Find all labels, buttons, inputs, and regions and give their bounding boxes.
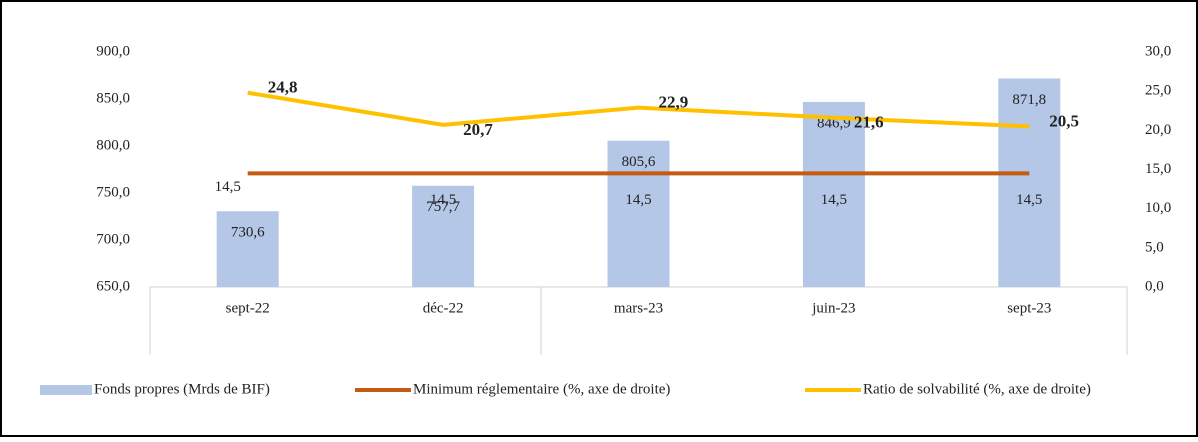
bar-value-label: 871,8 bbox=[1012, 92, 1046, 108]
legend-label: Fonds propres (Mrds de BIF) bbox=[94, 381, 270, 397]
line-value-label: 14,5 bbox=[430, 192, 456, 208]
legend-label: Ratio de solvabilité (%, axe de droite) bbox=[863, 381, 1091, 397]
y-tick-label: 650,0 bbox=[96, 278, 130, 294]
x-tick-label: déc-22 bbox=[423, 300, 464, 316]
line-value-label: 14,5 bbox=[625, 192, 651, 208]
y-tick-label: 900,0 bbox=[96, 43, 130, 59]
y2-tick-label: 15,0 bbox=[1145, 161, 1171, 177]
line-value-label: 22,9 bbox=[659, 93, 689, 112]
x-tick-label: sept-23 bbox=[1007, 300, 1051, 316]
y-tick-label: 850,0 bbox=[96, 90, 130, 106]
legend-swatch bbox=[40, 385, 92, 395]
bar bbox=[607, 140, 670, 287]
y2-tick-label: 30,0 bbox=[1145, 43, 1171, 59]
x-tick-label: sept-22 bbox=[226, 300, 270, 316]
y2-tick-label: 25,0 bbox=[1145, 83, 1171, 99]
line-value-label: 24,8 bbox=[268, 78, 298, 97]
line-value-label: 21,6 bbox=[854, 113, 884, 132]
line-value-label: 14,5 bbox=[821, 192, 847, 208]
legend-label: Minimum réglementaire (%, axe de droite) bbox=[413, 381, 670, 397]
bar bbox=[998, 78, 1061, 288]
x-tick-label: mars-23 bbox=[614, 300, 663, 316]
y2-tick-label: 5,0 bbox=[1145, 239, 1164, 255]
bar bbox=[802, 101, 865, 287]
line-value-label: 20,5 bbox=[1049, 111, 1079, 130]
bar-value-label: 757,7 bbox=[426, 199, 460, 215]
y2-tick-label: 10,0 bbox=[1145, 200, 1171, 216]
line-value-label: 20,7 bbox=[463, 120, 493, 139]
bar bbox=[216, 211, 279, 287]
y-tick-label: 750,0 bbox=[96, 184, 130, 200]
x-tick-label: juin-23 bbox=[811, 300, 855, 316]
y-tick-label: 800,0 bbox=[96, 137, 130, 153]
y2-tick-label: 0,0 bbox=[1145, 278, 1164, 294]
y-tick-label: 700,0 bbox=[96, 231, 130, 247]
bar-value-label: 730,6 bbox=[231, 225, 265, 241]
bar-value-label: 805,6 bbox=[622, 154, 656, 170]
bar bbox=[412, 185, 475, 287]
line bbox=[247, 90, 1030, 129]
line-value-label: 14,5 bbox=[215, 179, 241, 195]
line-value-label: 14,5 bbox=[1016, 192, 1042, 208]
y2-tick-label: 20,0 bbox=[1145, 122, 1171, 138]
